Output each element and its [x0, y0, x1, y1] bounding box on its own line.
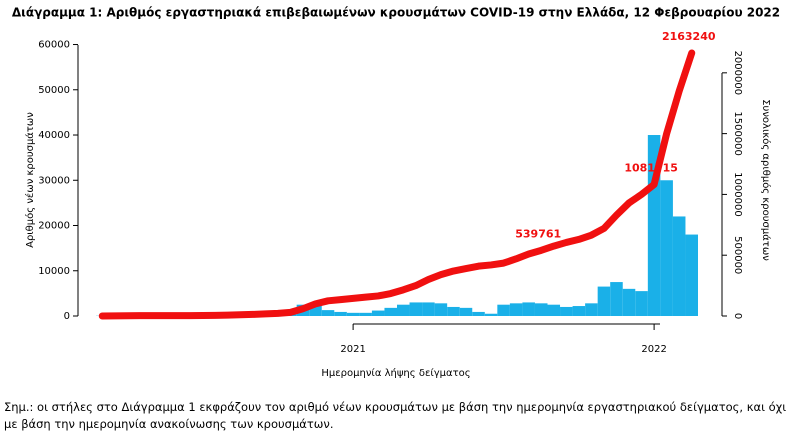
bar [434, 303, 448, 316]
y-tick-label: 60000 [38, 40, 70, 51]
bar [334, 311, 347, 316]
cumulative-line [98, 49, 696, 320]
bar [409, 302, 423, 316]
bar [384, 307, 397, 316]
bar [321, 310, 335, 316]
y-tick-label: 50000 [38, 85, 70, 96]
chart-title: Διάγραμμα 1: Αριθμός εργαστηριακά επιβεβ… [12, 6, 780, 20]
bar [585, 303, 598, 316]
value-label: 1081715 [624, 161, 678, 174]
bar [672, 216, 686, 316]
chart: Διάγραμμα 1: Αριθμός εργαστηριακά επιβεβ… [12, 6, 780, 380]
bar [422, 302, 435, 316]
y-tick-label: 40000 [38, 130, 70, 141]
y-tick-label: 20000 [38, 221, 70, 232]
value-label: 2163240 [662, 30, 716, 43]
value-label: 539761 [515, 227, 561, 240]
x-tick-label: 2022 [641, 344, 666, 355]
bar [522, 302, 535, 316]
y2-axis-label: Συνολικός αριθμός κρουσμάτων [760, 99, 772, 261]
bar [459, 307, 473, 316]
y2-tick-label: 1500000 [732, 111, 743, 156]
bar [622, 288, 636, 316]
bar [484, 313, 498, 316]
bar [509, 303, 523, 316]
y2-tick-label: 500000 [732, 236, 743, 274]
x-axis-label: Ημερομηνία λήψης δείγματος [321, 367, 470, 379]
bar [371, 310, 385, 316]
y-tick-label: 30000 [38, 175, 70, 186]
bar [359, 312, 372, 316]
bar [472, 311, 485, 316]
y-tick-label: 10000 [38, 266, 70, 277]
y2-tick-label: 1000000 [732, 172, 743, 217]
bar [309, 304, 322, 316]
y-axis-label: Αριθμός νέων κρουσμάτων [24, 112, 36, 248]
bar [547, 304, 561, 316]
note: Σημ.: οι στήλες στο Διάγραμμα 1 εκφράζου… [4, 400, 787, 431]
bar [497, 304, 510, 316]
bar [572, 306, 586, 316]
bar [397, 304, 410, 316]
bar [660, 180, 673, 316]
bar [635, 291, 648, 316]
bar [346, 312, 360, 316]
bar [610, 282, 623, 316]
y-tick-label: 0 [64, 311, 70, 322]
bar [685, 234, 698, 316]
bar [447, 306, 460, 316]
x-tick-label: 2021 [340, 344, 365, 355]
y2-tick-label: 0 [732, 313, 743, 319]
bar [560, 306, 573, 316]
y2-tick-label: 2000000 [732, 51, 743, 96]
bar [597, 286, 611, 316]
bar [534, 303, 548, 316]
